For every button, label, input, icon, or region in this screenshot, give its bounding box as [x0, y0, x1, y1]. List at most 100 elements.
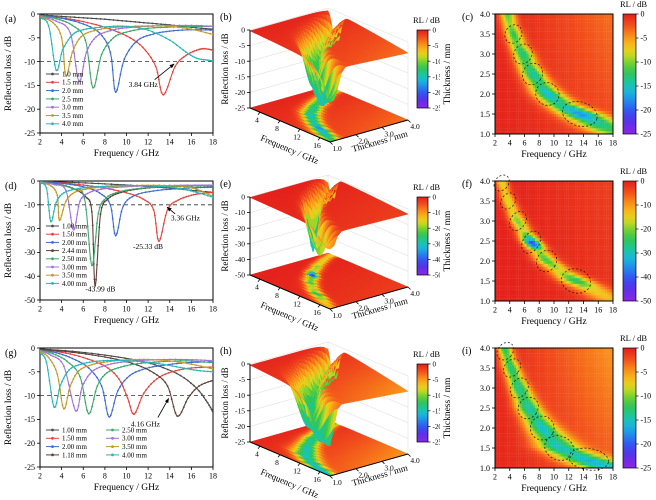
- y-tick-label: -50: [24, 296, 35, 305]
- colorbar-tick-label: -5: [433, 42, 439, 50]
- z-tick-label: 0: [241, 193, 245, 202]
- colorbar-tick-label: -20: [433, 225, 441, 233]
- x-axis-label: Frequency / GHz: [521, 484, 586, 494]
- z-axis-label: Reflection loss / dB: [220, 200, 230, 271]
- panel-tag: (e): [220, 179, 231, 190]
- frequency-tick-label: 16: [313, 308, 321, 317]
- frequency-tick-label: 8: [275, 124, 279, 133]
- x-axis-label: Frequency / GHz: [94, 483, 159, 493]
- thickness-tick-label: 4.0: [410, 456, 420, 465]
- legend-label: 2.50 mm: [122, 426, 147, 434]
- x-tick-label: 6: [523, 139, 527, 148]
- series-curve-1.18mm: [40, 348, 213, 417]
- x-tick-label: 18: [209, 138, 217, 147]
- legend-label: 3.00 mm: [122, 435, 147, 443]
- annotation-arrow: [157, 398, 170, 418]
- frequency-axis-label: Frequency / GHz: [259, 467, 320, 500]
- panel-e-svg: 0 -10 -20 -30 -40 -50 4 8 12 16 1.0 2.0 3.0 4.0 Freque…: [220, 174, 442, 333]
- thickness-axis: [329, 453, 409, 477]
- z-tick-label: -40: [235, 255, 245, 264]
- y-tick-label: 1.5: [480, 110, 490, 119]
- colorbar-title: RL / dB: [620, 0, 647, 9]
- annotation-text: -43.99 dB: [85, 285, 115, 294]
- x-axis-label: Frequency / GHz: [521, 150, 586, 160]
- rl-contour-outline: [517, 396, 539, 420]
- x-tick-label: 8: [537, 473, 541, 482]
- panel-tag: (i): [462, 346, 471, 357]
- x-tick-label: 12: [144, 305, 152, 314]
- y-tick-label: 4.0: [480, 344, 490, 353]
- y-tick-label: 1.0: [480, 130, 490, 139]
- x-tick-label: 4: [60, 472, 64, 481]
- colorbar-tick-label: -25: [433, 439, 441, 447]
- colorbar-tick-label: -10: [433, 392, 441, 400]
- colorbar-tick-label: -25: [433, 105, 441, 113]
- x-tick-label: 4: [60, 305, 64, 314]
- legend-label: 2.44 mm: [62, 247, 87, 255]
- x-tick-label: 14: [580, 473, 588, 482]
- colorbar-tick-label: 0: [641, 10, 645, 19]
- colorbar-tick-label: -15: [433, 407, 441, 415]
- frequency-tick-label: 4: [255, 282, 259, 291]
- colorbar-tick-label: -20: [433, 89, 441, 97]
- frequency-axis: [249, 441, 331, 477]
- colorbar-title: RL / dB: [413, 182, 440, 192]
- frequency-tick-label: 8: [275, 291, 279, 300]
- legend-label: 1.5 mm: [62, 79, 84, 87]
- panel-c-contour-map: 2 4 6 8 10 12 14 16 18 1.0 1.5 2.0 2.5 3.0 3.5 4.0 Frequ…: [438, 0, 656, 166]
- colorbar-title: RL / dB: [620, 334, 647, 343]
- y-tick-label: 2.0: [480, 257, 490, 266]
- z-tick-label: 0: [241, 26, 245, 35]
- rl-contour-outline: [568, 447, 609, 471]
- x-tick-label: 10: [123, 472, 131, 481]
- legend-label: 3.5 mm: [62, 112, 84, 120]
- panel-a-line-chart: 2 4 6 8 10 12 14 16 18 0 -5 -10 -15 -20 -25 1.0 mm 1.5 m…: [0, 0, 218, 166]
- legend-label: 2.00 mm: [62, 239, 87, 247]
- y-tick-label: -10: [24, 201, 35, 210]
- x-tick-label: 4: [508, 306, 512, 315]
- panel-b-3d-surface: 0 -5 -10 -15 -20 -25 4 8 12 16 1.0 2.0 3.0 4.0 Frequen…: [218, 0, 442, 166]
- x-tick-label: 12: [144, 138, 152, 147]
- y-tick-label: 3.5: [480, 30, 490, 39]
- rl-contour-outline: [493, 174, 510, 192]
- thickness-axis: [329, 286, 409, 310]
- colorbar-tick-label: -5: [641, 34, 648, 43]
- z-tick-label: -20: [235, 422, 245, 431]
- legend-label: 1.0 mm: [62, 70, 84, 78]
- y-axis-label: Reflection loss / dB: [3, 370, 14, 445]
- y-tick-label: 2.0: [480, 424, 490, 433]
- panel-g-svg: 2 4 6 8 10 12 14 16 18 0 -5 -10 -15 -20 -25 1.00 mm1.50…: [3, 344, 217, 493]
- colorbar-tick-label: -25: [641, 130, 652, 139]
- panel-tag: (c): [462, 12, 473, 23]
- x-tick-label: 2: [38, 305, 42, 314]
- colorbar-tick-label: -15: [641, 416, 652, 425]
- z-tick-label: -25: [235, 438, 245, 447]
- x-tick-label: 4: [508, 139, 512, 148]
- colorbar-tick-label: -30: [641, 249, 652, 258]
- annotation-text: 4.16 GHz: [131, 420, 161, 429]
- x-tick-label: 6: [523, 306, 527, 315]
- colorbar-tick-label: 0: [433, 361, 437, 369]
- z-tick-label: -25: [235, 104, 245, 113]
- colorbar-tick-label: 0: [433, 194, 437, 202]
- x-tick-label: 8: [103, 472, 107, 481]
- rl-contour-outline: [530, 415, 555, 441]
- z-tick-label: -50: [235, 271, 245, 280]
- panel-tag: (a): [5, 14, 16, 25]
- z-axis-label: Reflection loss / dB: [220, 33, 230, 104]
- panel-c-svg: 2 4 6 8 10 12 14 16 18 1.0 1.5 2.0 2.5 3.0 3.5 4.0 Frequ…: [443, 0, 652, 160]
- x-tick-label: 10: [550, 473, 558, 482]
- legend-label: 4.00 mm: [62, 280, 87, 288]
- frequency-tick-label: 16: [313, 475, 321, 484]
- colorbar: [416, 29, 429, 109]
- z-axis-label: Reflection loss / dB: [220, 367, 230, 438]
- y-axis-label: Thickness / mm: [443, 210, 453, 271]
- z-tick-label: 0: [241, 360, 245, 369]
- z-tick-label: -20: [235, 88, 245, 97]
- annotation-arrow: [154, 63, 175, 80]
- colorbar-tick-label: -25: [641, 464, 652, 473]
- legend-label: 1.00 mm: [62, 426, 87, 434]
- colorbar-tick-label: -10: [641, 58, 652, 67]
- thickness-tick-label: 2.0: [358, 471, 368, 480]
- x-tick-label: 16: [594, 306, 602, 315]
